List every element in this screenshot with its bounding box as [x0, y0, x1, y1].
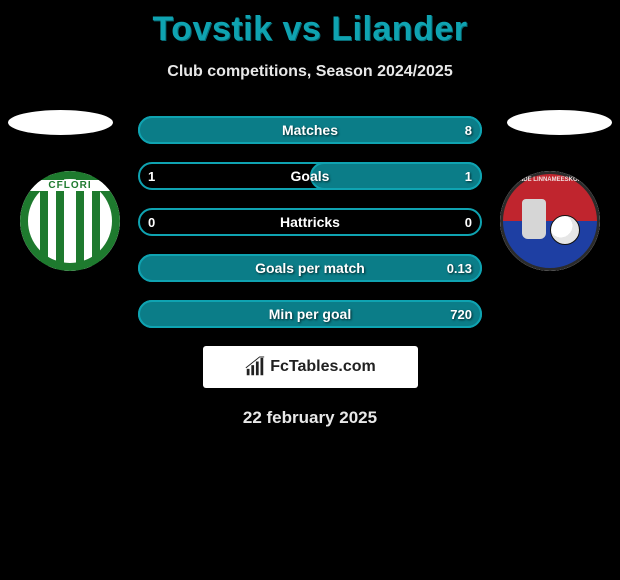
- stat-value-right: 8: [455, 116, 482, 144]
- fctables-logo-text: FcTables.com: [270, 358, 376, 376]
- subtitle: Club competitions, Season 2024/2025: [0, 63, 620, 81]
- stat-value-left: 0: [138, 208, 165, 236]
- stat-label: Min per goal: [138, 300, 482, 328]
- club-badge-left: CFLORI: [20, 171, 120, 271]
- club-badge-right: PAIDE LINNAMEESKOND: [500, 171, 600, 271]
- page-title: Tovstik vs Lilander: [0, 0, 620, 49]
- stat-label: Hattricks: [138, 208, 482, 236]
- stat-label: Goals: [138, 162, 482, 190]
- stat-value-right: 0.13: [437, 254, 482, 282]
- stat-row: Goals per match0.13: [138, 254, 482, 282]
- stat-row: Hattricks0 0: [138, 208, 482, 236]
- stat-row: Min per goal720: [138, 300, 482, 328]
- stat-row: Matches8: [138, 116, 482, 144]
- player-oval-right: [507, 110, 612, 135]
- stats-area: CFLORI PAIDE LINNAMEESKOND Matches8 Goals…: [0, 116, 620, 428]
- player-oval-left: [8, 110, 113, 135]
- fctables-logo[interactable]: FcTables.com: [203, 346, 418, 388]
- club-badge-right-label: PAIDE LINNAMEESKOND: [500, 177, 600, 183]
- stat-bars: Matches8 Goals1 1 Hattricks0 0 Goals per matc…: [138, 116, 482, 328]
- stat-label: Matches: [138, 116, 482, 144]
- stat-label: Goals per match: [138, 254, 482, 282]
- club-badge-left-label: CFLORI: [20, 180, 120, 191]
- stat-value-right: 720: [440, 300, 482, 328]
- stat-value-left: 1: [138, 162, 165, 190]
- bar-chart-icon: [244, 356, 266, 378]
- stat-row: Goals1 1: [138, 162, 482, 190]
- stat-value-right: 0: [455, 208, 482, 236]
- stat-value-right: 1: [455, 162, 482, 190]
- date-label: 22 february 2025: [0, 408, 620, 428]
